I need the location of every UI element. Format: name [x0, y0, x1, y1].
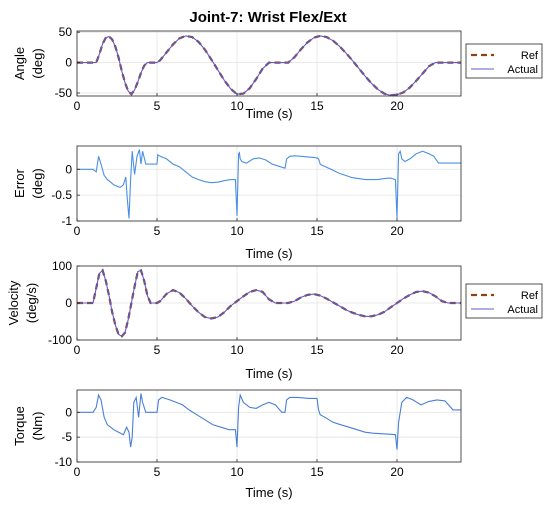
velocity-xtick-label: 0 [74, 343, 81, 357]
velocity-xlabel: Time (s) [245, 366, 292, 381]
angle-series-actual-line [77, 35, 461, 96]
angle-legend-box [465, 43, 543, 79]
velocity-xtick-label: 5 [154, 343, 161, 357]
torque-series-torque-line [77, 392, 461, 450]
angle-legend-label-ref: Ref [521, 50, 539, 62]
error-ytick-label: 0 [65, 162, 72, 176]
velocity-ytick-label: 100 [52, 259, 72, 273]
torque-ylabel-line2: (Nm) [30, 412, 45, 441]
torque-panel: 0 5 10 15 20 -10 -5 0 Time (s) Torque (Nm) [12, 389, 462, 500]
torque-xtick-label: 5 [154, 465, 161, 479]
velocity-legend-label-ref: Ref [521, 290, 539, 302]
error-xtick-label: 5 [154, 224, 161, 238]
figure-title: Joint-7: Wrist Flex/Ext [189, 9, 346, 26]
torque-axes-frame [76, 389, 462, 463]
velocity-xtick-label: 15 [310, 343, 324, 357]
error-xtick-label: 10 [230, 224, 244, 238]
angle-xlabel: Time (s) [245, 106, 292, 121]
angle-xtick-label: 0 [74, 99, 81, 113]
angle-ylabel-line2: (deg) [30, 48, 45, 78]
torque-xtick-label: 15 [310, 465, 324, 479]
error-ytick-label: -1 [61, 214, 72, 228]
velocity-ytick-label: 0 [65, 296, 72, 310]
velocity-legend-label-actual: Actual [507, 304, 538, 316]
error-xtick-label: 15 [310, 224, 324, 238]
error-ylabel-line2: (deg) [30, 168, 45, 198]
error-panel: 0 5 10 15 20 -1 -0.5 0 Time (s) Error (deg) [12, 145, 462, 261]
velocity-ylabel-line2: (deg/s) [24, 283, 39, 323]
angle-legend-label-actual: Actual [507, 64, 538, 76]
angle-axes-frame [76, 30, 462, 97]
angle-ytick-label: 0 [65, 56, 72, 70]
torque-xtick-label: 20 [390, 465, 404, 479]
torque-xtick-label: 0 [74, 465, 81, 479]
torque-ytick-label: 0 [65, 405, 72, 419]
angle-xtick-label: 15 [310, 99, 324, 113]
velocity-xtick-label: 20 [390, 343, 404, 357]
angle-xtick-label: 5 [154, 99, 161, 113]
velocity-ytick-label: -100 [48, 333, 72, 347]
angle-legend: Ref Actual [465, 43, 543, 79]
error-axes-frame [76, 145, 462, 222]
velocity-legend: Ref Actual [465, 283, 543, 319]
error-ylabel-line1: Error [12, 168, 27, 198]
angle-xtick-label: 10 [230, 99, 244, 113]
velocity-series-actual-line [77, 269, 461, 338]
angle-ytick-label: -50 [55, 86, 73, 100]
torque-xtick-label: 10 [230, 465, 244, 479]
error-plot-area [77, 146, 461, 221]
torque-ylabel-line1: Torque [12, 406, 27, 446]
angle-xtick-label: 20 [390, 99, 404, 113]
velocity-ylabel-line1: Velocity [6, 280, 21, 325]
torque-ytick-label: -5 [61, 430, 72, 444]
error-xlabel: Time (s) [245, 246, 292, 261]
velocity-xtick-label: 10 [230, 343, 244, 357]
velocity-legend-box [465, 283, 543, 319]
angle-ytick-label: 50 [59, 25, 73, 39]
angle-ylabel-line1: Angle [12, 47, 27, 80]
torque-ytick-label: -10 [55, 455, 73, 469]
error-xtick-label: 20 [390, 224, 404, 238]
error-series-error-line [77, 149, 461, 219]
error-ytick-label: -0.5 [51, 188, 72, 202]
torque-xlabel: Time (s) [245, 485, 292, 500]
error-xtick-label: 0 [74, 224, 81, 238]
